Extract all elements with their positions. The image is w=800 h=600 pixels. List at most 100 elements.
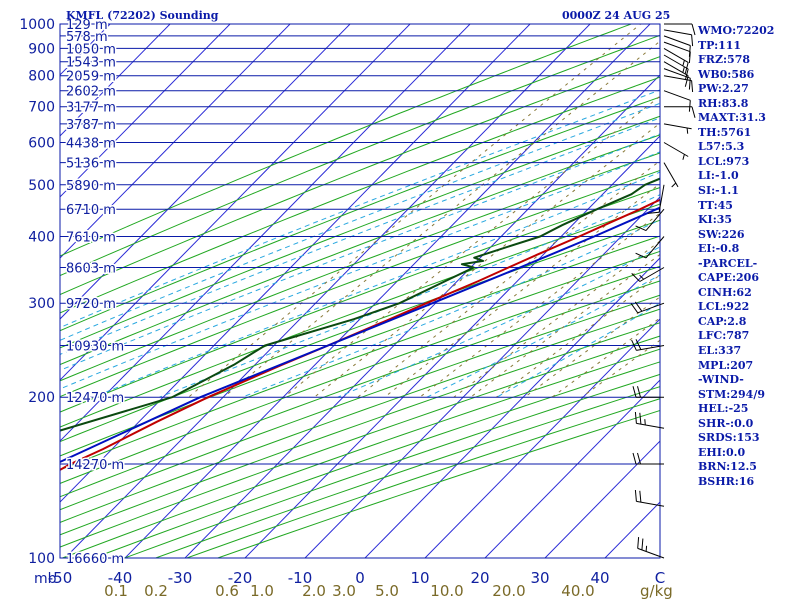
height-label: 10930 m bbox=[66, 340, 124, 355]
index-line: -WIND- bbox=[698, 373, 744, 387]
wind-barb-flag bbox=[637, 386, 641, 398]
pressure-tick-label: 800 bbox=[28, 69, 55, 85]
pressure-tick-label: 300 bbox=[28, 296, 55, 312]
moist-adiabat-line bbox=[60, 89, 660, 329]
wind-barb-flag bbox=[691, 106, 696, 118]
wind-barb-flag bbox=[688, 100, 691, 112]
wind-barb-flag bbox=[639, 412, 642, 425]
isotherm-line bbox=[0, 13, 61, 558]
stability-indices-panel: WMO:72202 TP:111 FRZ:578 WB0:586 PW:2.27 RH:8… bbox=[698, 24, 798, 490]
pressure-tick-label: 600 bbox=[28, 136, 55, 152]
index-line: TP:111 bbox=[698, 38, 742, 52]
dry-adiabat-line bbox=[60, 115, 660, 349]
index-line: LCL:973 bbox=[698, 154, 750, 168]
index-line: CINH:62 bbox=[698, 285, 752, 299]
wind-barb-flag bbox=[691, 23, 696, 36]
wind-barb bbox=[663, 68, 691, 90]
temperature-tick-label: -30 bbox=[168, 569, 193, 587]
height-label: 2059 m bbox=[66, 70, 116, 85]
index-line: EI:-0.8 bbox=[698, 242, 740, 256]
temperature-tick-label: -20 bbox=[228, 569, 253, 587]
wind-barb-shaft bbox=[636, 422, 665, 429]
height-label: 2602 m bbox=[66, 85, 116, 100]
moist-adiabat-line bbox=[426, 274, 660, 398]
height-label: 16660 m bbox=[66, 552, 124, 567]
dry-adiabat-line bbox=[60, 56, 660, 296]
wind-barb-shaft bbox=[636, 500, 665, 507]
wind-barb bbox=[663, 162, 679, 188]
isotherm-line bbox=[124, 24, 651, 558]
observation-time: 0000Z 24 AUG 25 bbox=[562, 9, 671, 22]
wind-barb-half-flag bbox=[644, 419, 646, 425]
wind-barb bbox=[634, 489, 665, 507]
isotherm-line bbox=[60, 24, 291, 259]
mixing-ratio-label: 5.0 bbox=[375, 582, 399, 600]
wind-barb-flag bbox=[631, 273, 641, 282]
dry-adiabat-line bbox=[60, 96, 660, 332]
moist-adiabat-line bbox=[60, 151, 660, 390]
station-title: KMFL (72202) Sounding bbox=[66, 9, 219, 22]
wind-barb bbox=[663, 61, 689, 87]
pressure-tick-label: 100 bbox=[28, 551, 55, 567]
wind-barb-flag bbox=[647, 211, 660, 214]
index-line: -PARCEL- bbox=[698, 256, 758, 270]
height-label: 4438 m bbox=[66, 137, 116, 152]
isobars bbox=[60, 23, 660, 559]
dry-adiabat-line bbox=[60, 308, 660, 523]
index-line: EHI:0.0 bbox=[698, 445, 746, 459]
dry-adiabat-line bbox=[60, 24, 633, 257]
index-line: SHR-:0.0 bbox=[698, 416, 754, 430]
index-line: LFC:787 bbox=[698, 329, 750, 343]
temperature-tick-label: 20 bbox=[470, 569, 489, 587]
wind-barb-flag bbox=[635, 339, 642, 350]
wind-barb bbox=[663, 142, 689, 160]
isotherm-line bbox=[364, 257, 660, 558]
wind-barb-flag bbox=[637, 537, 640, 549]
wind-barb bbox=[635, 236, 665, 259]
dry-adiabat-line bbox=[60, 169, 660, 398]
wind-barb-flag bbox=[634, 411, 637, 424]
wind-barb bbox=[663, 75, 694, 93]
wind-barb bbox=[632, 452, 664, 465]
wind-barb bbox=[630, 301, 665, 314]
wind-barb-flag bbox=[635, 225, 647, 232]
wind-barb-half-flag bbox=[682, 154, 685, 160]
wind-barb-flag bbox=[635, 252, 647, 259]
mixing-ratio-line bbox=[283, 95, 660, 398]
pressure-tick-label: 700 bbox=[28, 100, 55, 116]
height-label: 12470 m bbox=[66, 391, 124, 406]
moist-adiabat-line bbox=[93, 171, 660, 398]
wind-barb-flag bbox=[639, 490, 642, 503]
index-line: L57:5.3 bbox=[698, 140, 745, 154]
temperature-tick-label: 10 bbox=[410, 569, 429, 587]
moist-adiabat-line bbox=[242, 219, 660, 398]
temperature-trace bbox=[60, 198, 660, 471]
dry-adiabat-line bbox=[60, 322, 660, 536]
isotherm-line bbox=[60, 24, 171, 137]
index-line: HEL:-25 bbox=[698, 402, 749, 416]
height-label: 5890 m bbox=[66, 179, 116, 194]
temperature-unit-label: C bbox=[655, 569, 665, 587]
mixing-ratio-unit: g/kg bbox=[640, 582, 673, 600]
wind-barb-half-flag bbox=[671, 182, 677, 188]
wind-barb-flag bbox=[631, 339, 637, 351]
index-line: BSHR:16 bbox=[698, 474, 755, 488]
wind-barbs bbox=[630, 23, 696, 559]
pressure-tick-label: 200 bbox=[28, 390, 55, 406]
pressure-unit-label: mb bbox=[34, 571, 57, 587]
wind-barb-flag bbox=[632, 386, 637, 398]
index-line: PW:2.27 bbox=[698, 82, 749, 96]
index-line: SW:226 bbox=[698, 227, 745, 241]
wind-barb-flag bbox=[632, 452, 637, 465]
parcel-trace bbox=[60, 206, 660, 464]
mixing-ratio-label: 3.0 bbox=[332, 582, 356, 600]
wind-barb-half-flag bbox=[682, 60, 685, 66]
wind-barb-half-flag bbox=[645, 545, 648, 552]
dry-adiabat-line bbox=[60, 152, 660, 382]
dry-adiabat-line bbox=[60, 335, 660, 548]
index-line: FRZ:578 bbox=[698, 53, 751, 67]
wind-barb-flag bbox=[688, 51, 691, 64]
wind-barb bbox=[663, 41, 691, 64]
index-line: WMO:72202 bbox=[698, 24, 775, 37]
mixing-ratio-label: 1.0 bbox=[250, 582, 274, 600]
